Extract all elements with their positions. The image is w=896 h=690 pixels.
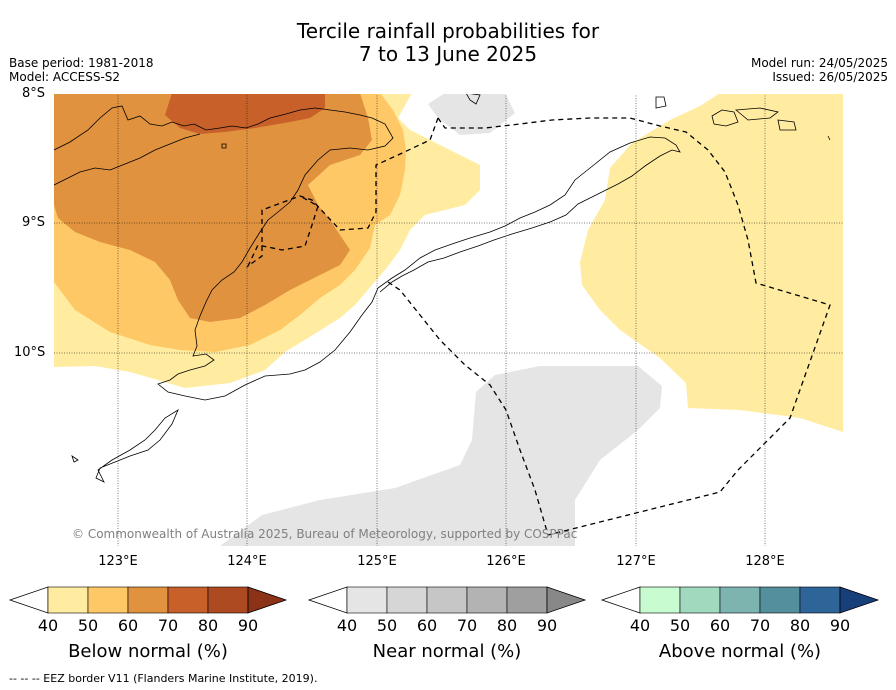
tick: 70 xyxy=(749,616,771,635)
colorbar-extend-high xyxy=(839,586,880,614)
eez-borders xyxy=(246,117,831,536)
coastlines xyxy=(54,94,831,483)
colorbar-segment xyxy=(87,586,129,614)
colorbar-segment xyxy=(759,586,801,614)
colorbar-above-title: Above normal (%) xyxy=(658,641,822,662)
near-normal-area-south xyxy=(220,366,662,546)
tick: 90 xyxy=(829,616,851,635)
graticules xyxy=(54,94,843,546)
colorbar-segment xyxy=(466,586,508,614)
colorbar-extend-low xyxy=(307,586,348,614)
near-normal-area-north xyxy=(428,94,515,135)
colorbar-segment xyxy=(506,586,548,614)
tick: 40 xyxy=(336,616,358,635)
colorbar-segment xyxy=(167,586,209,614)
colorbar-above-normal xyxy=(600,586,880,614)
title-line-2: 7 to 13 June 2025 xyxy=(358,42,538,66)
below-normal-60-70 xyxy=(54,94,372,322)
tick: 60 xyxy=(709,616,731,635)
copyright-notice: © Commonwealth of Australia 2025, Bureau… xyxy=(72,527,578,541)
tick: 40 xyxy=(629,616,651,635)
model-name: Model: ACCESS-S2 xyxy=(9,70,121,84)
lon-label-127e: 127°E xyxy=(616,554,656,569)
colorbar-extend-low xyxy=(8,586,49,614)
colorbar-near-title: Near normal (%) xyxy=(372,641,522,662)
tick: 90 xyxy=(536,616,558,635)
tick: 80 xyxy=(197,616,219,635)
colorbars xyxy=(8,586,880,614)
colorbar-segment xyxy=(386,586,428,614)
lat-label-8s: 8°S xyxy=(22,86,46,101)
tick: 70 xyxy=(157,616,179,635)
lon-label-126e: 126°E xyxy=(486,554,526,569)
colorbar-segment xyxy=(207,586,249,614)
tick: 50 xyxy=(376,616,398,635)
tick: 60 xyxy=(416,616,438,635)
tick: 80 xyxy=(496,616,518,635)
colorbar-below-normal xyxy=(8,586,288,614)
colorbar-extend-low xyxy=(600,586,641,614)
tick: 50 xyxy=(669,616,691,635)
colorbar-segment xyxy=(719,586,761,614)
colorbar-near-normal xyxy=(307,586,587,614)
map-title: Tercile rainfall probabilities for 7 to … xyxy=(0,20,896,66)
tick: 90 xyxy=(237,616,259,635)
tick: 40 xyxy=(37,616,59,635)
colorbar-segment xyxy=(679,586,721,614)
meta-right: Model run: 24/05/2025 Issued: 26/05/2025 xyxy=(751,56,888,84)
colorbar-segment xyxy=(799,586,841,614)
tick: 50 xyxy=(77,616,99,635)
lon-label-123e: 123°E xyxy=(98,554,138,569)
lat-label-9s: 9°S xyxy=(22,215,46,230)
base-period: Base period: 1981-2018 xyxy=(9,56,154,70)
tick: 60 xyxy=(117,616,139,635)
above-normal-area xyxy=(580,94,843,432)
lon-label-128e: 128°E xyxy=(745,554,785,569)
model-run: Model run: 24/05/2025 xyxy=(750,56,888,70)
colorbar-segment xyxy=(127,586,169,614)
issued-date: Issued: 26/05/2025 xyxy=(772,70,888,84)
colorbar-segment xyxy=(639,586,681,614)
colorbar-segment xyxy=(346,586,388,614)
lat-label-10s: 10°S xyxy=(14,345,46,360)
below-normal-70-80 xyxy=(165,94,325,134)
lon-label-125e: 125°E xyxy=(357,554,397,569)
colorbar-extend-high xyxy=(247,586,288,614)
tick: 80 xyxy=(789,616,811,635)
colorbar-segment xyxy=(47,586,89,614)
lon-label-124e: 124°E xyxy=(227,554,267,569)
title-line-1: Tercile rainfall probabilities for xyxy=(296,19,600,43)
tick: 70 xyxy=(456,616,478,635)
eez-footnote: -- -- -- EEZ border V11 (Flanders Marine… xyxy=(9,672,318,685)
colorbar-extend-high xyxy=(546,586,587,614)
colorbar-segment xyxy=(426,586,468,614)
colorbar-below-title: Below normal (%) xyxy=(68,641,228,662)
meta-left: Base period: 1981-2018 Model: ACCESS-S2 xyxy=(9,56,154,84)
